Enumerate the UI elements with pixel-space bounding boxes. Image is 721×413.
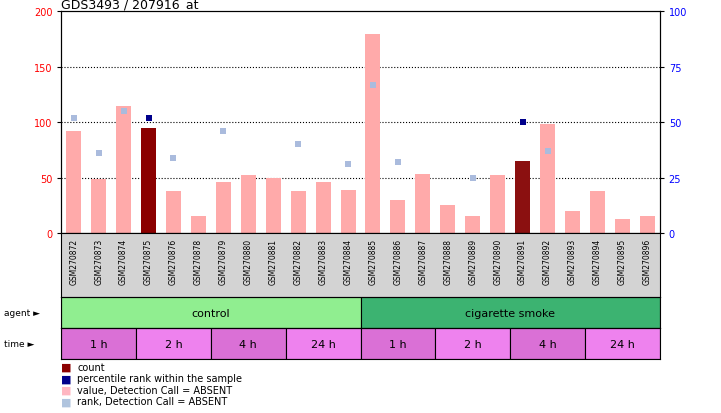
Text: GSM270883: GSM270883 xyxy=(319,238,327,285)
Bar xyxy=(141,128,156,233)
Text: 4 h: 4 h xyxy=(239,339,257,349)
Text: GSM270887: GSM270887 xyxy=(418,238,428,285)
Text: 2 h: 2 h xyxy=(164,339,182,349)
Text: GDS3493 / 207916_at: GDS3493 / 207916_at xyxy=(61,0,199,11)
Text: GSM270891: GSM270891 xyxy=(518,238,527,285)
Bar xyxy=(241,176,256,233)
Bar xyxy=(316,183,330,233)
Text: GSM270894: GSM270894 xyxy=(593,238,602,285)
Text: GSM270888: GSM270888 xyxy=(443,238,452,285)
Text: GSM270876: GSM270876 xyxy=(169,238,178,285)
Text: GSM270886: GSM270886 xyxy=(394,238,402,285)
Text: rank, Detection Call = ABSENT: rank, Detection Call = ABSENT xyxy=(77,396,227,406)
Bar xyxy=(435,328,510,359)
Text: GSM270878: GSM270878 xyxy=(194,238,203,285)
Bar xyxy=(360,328,435,359)
Text: GSM270882: GSM270882 xyxy=(293,238,303,285)
Text: GSM270895: GSM270895 xyxy=(618,238,627,285)
Text: ■: ■ xyxy=(61,385,72,395)
Text: ■: ■ xyxy=(61,396,72,406)
Bar xyxy=(360,297,660,328)
Text: GSM270884: GSM270884 xyxy=(343,238,353,285)
Text: time ►: time ► xyxy=(4,339,34,348)
Bar xyxy=(211,328,286,359)
Text: control: control xyxy=(192,308,230,318)
Bar xyxy=(465,217,480,233)
Bar xyxy=(510,328,585,359)
Text: ■: ■ xyxy=(61,373,72,383)
Bar xyxy=(391,200,405,233)
Text: GSM270873: GSM270873 xyxy=(94,238,103,285)
Bar xyxy=(286,328,360,359)
Bar xyxy=(61,328,136,359)
Bar xyxy=(590,191,605,233)
Text: count: count xyxy=(77,362,105,372)
Text: 1 h: 1 h xyxy=(90,339,107,349)
Text: GSM270893: GSM270893 xyxy=(568,238,577,285)
Text: value, Detection Call = ABSENT: value, Detection Call = ABSENT xyxy=(77,385,232,395)
Text: GSM270896: GSM270896 xyxy=(642,238,652,285)
Text: 2 h: 2 h xyxy=(464,339,482,349)
Bar xyxy=(441,206,455,233)
Text: percentile rank within the sample: percentile rank within the sample xyxy=(77,373,242,383)
Bar xyxy=(166,191,181,233)
Bar xyxy=(585,328,660,359)
Bar xyxy=(565,211,580,233)
Text: GSM270879: GSM270879 xyxy=(219,238,228,285)
Bar xyxy=(490,176,505,233)
Bar xyxy=(136,328,211,359)
Bar xyxy=(415,175,430,233)
Text: GSM270890: GSM270890 xyxy=(493,238,502,285)
Bar xyxy=(340,190,355,233)
Bar xyxy=(366,35,381,233)
Text: GSM270875: GSM270875 xyxy=(144,238,153,285)
Bar xyxy=(66,132,81,233)
Text: GSM270874: GSM270874 xyxy=(119,238,128,285)
Bar xyxy=(61,297,360,328)
Text: GSM270881: GSM270881 xyxy=(269,238,278,285)
Text: GSM270880: GSM270880 xyxy=(244,238,253,285)
Text: ■: ■ xyxy=(61,362,72,372)
Bar xyxy=(615,219,630,233)
Bar xyxy=(640,217,655,233)
Text: agent ►: agent ► xyxy=(4,309,40,317)
Text: GSM270872: GSM270872 xyxy=(69,238,79,285)
Text: cigarette smoke: cigarette smoke xyxy=(465,308,555,318)
Bar xyxy=(191,217,206,233)
Bar xyxy=(291,191,306,233)
Bar xyxy=(216,183,231,233)
Bar xyxy=(266,178,280,233)
Bar xyxy=(91,179,106,233)
Text: GSM270892: GSM270892 xyxy=(543,238,552,285)
Text: 24 h: 24 h xyxy=(610,339,634,349)
Bar xyxy=(540,125,555,233)
Text: 4 h: 4 h xyxy=(539,339,557,349)
Bar xyxy=(515,161,530,233)
Text: GSM270889: GSM270889 xyxy=(468,238,477,285)
Text: 1 h: 1 h xyxy=(389,339,407,349)
Text: 24 h: 24 h xyxy=(311,339,335,349)
Text: GSM270885: GSM270885 xyxy=(368,238,378,285)
Bar xyxy=(116,106,131,233)
